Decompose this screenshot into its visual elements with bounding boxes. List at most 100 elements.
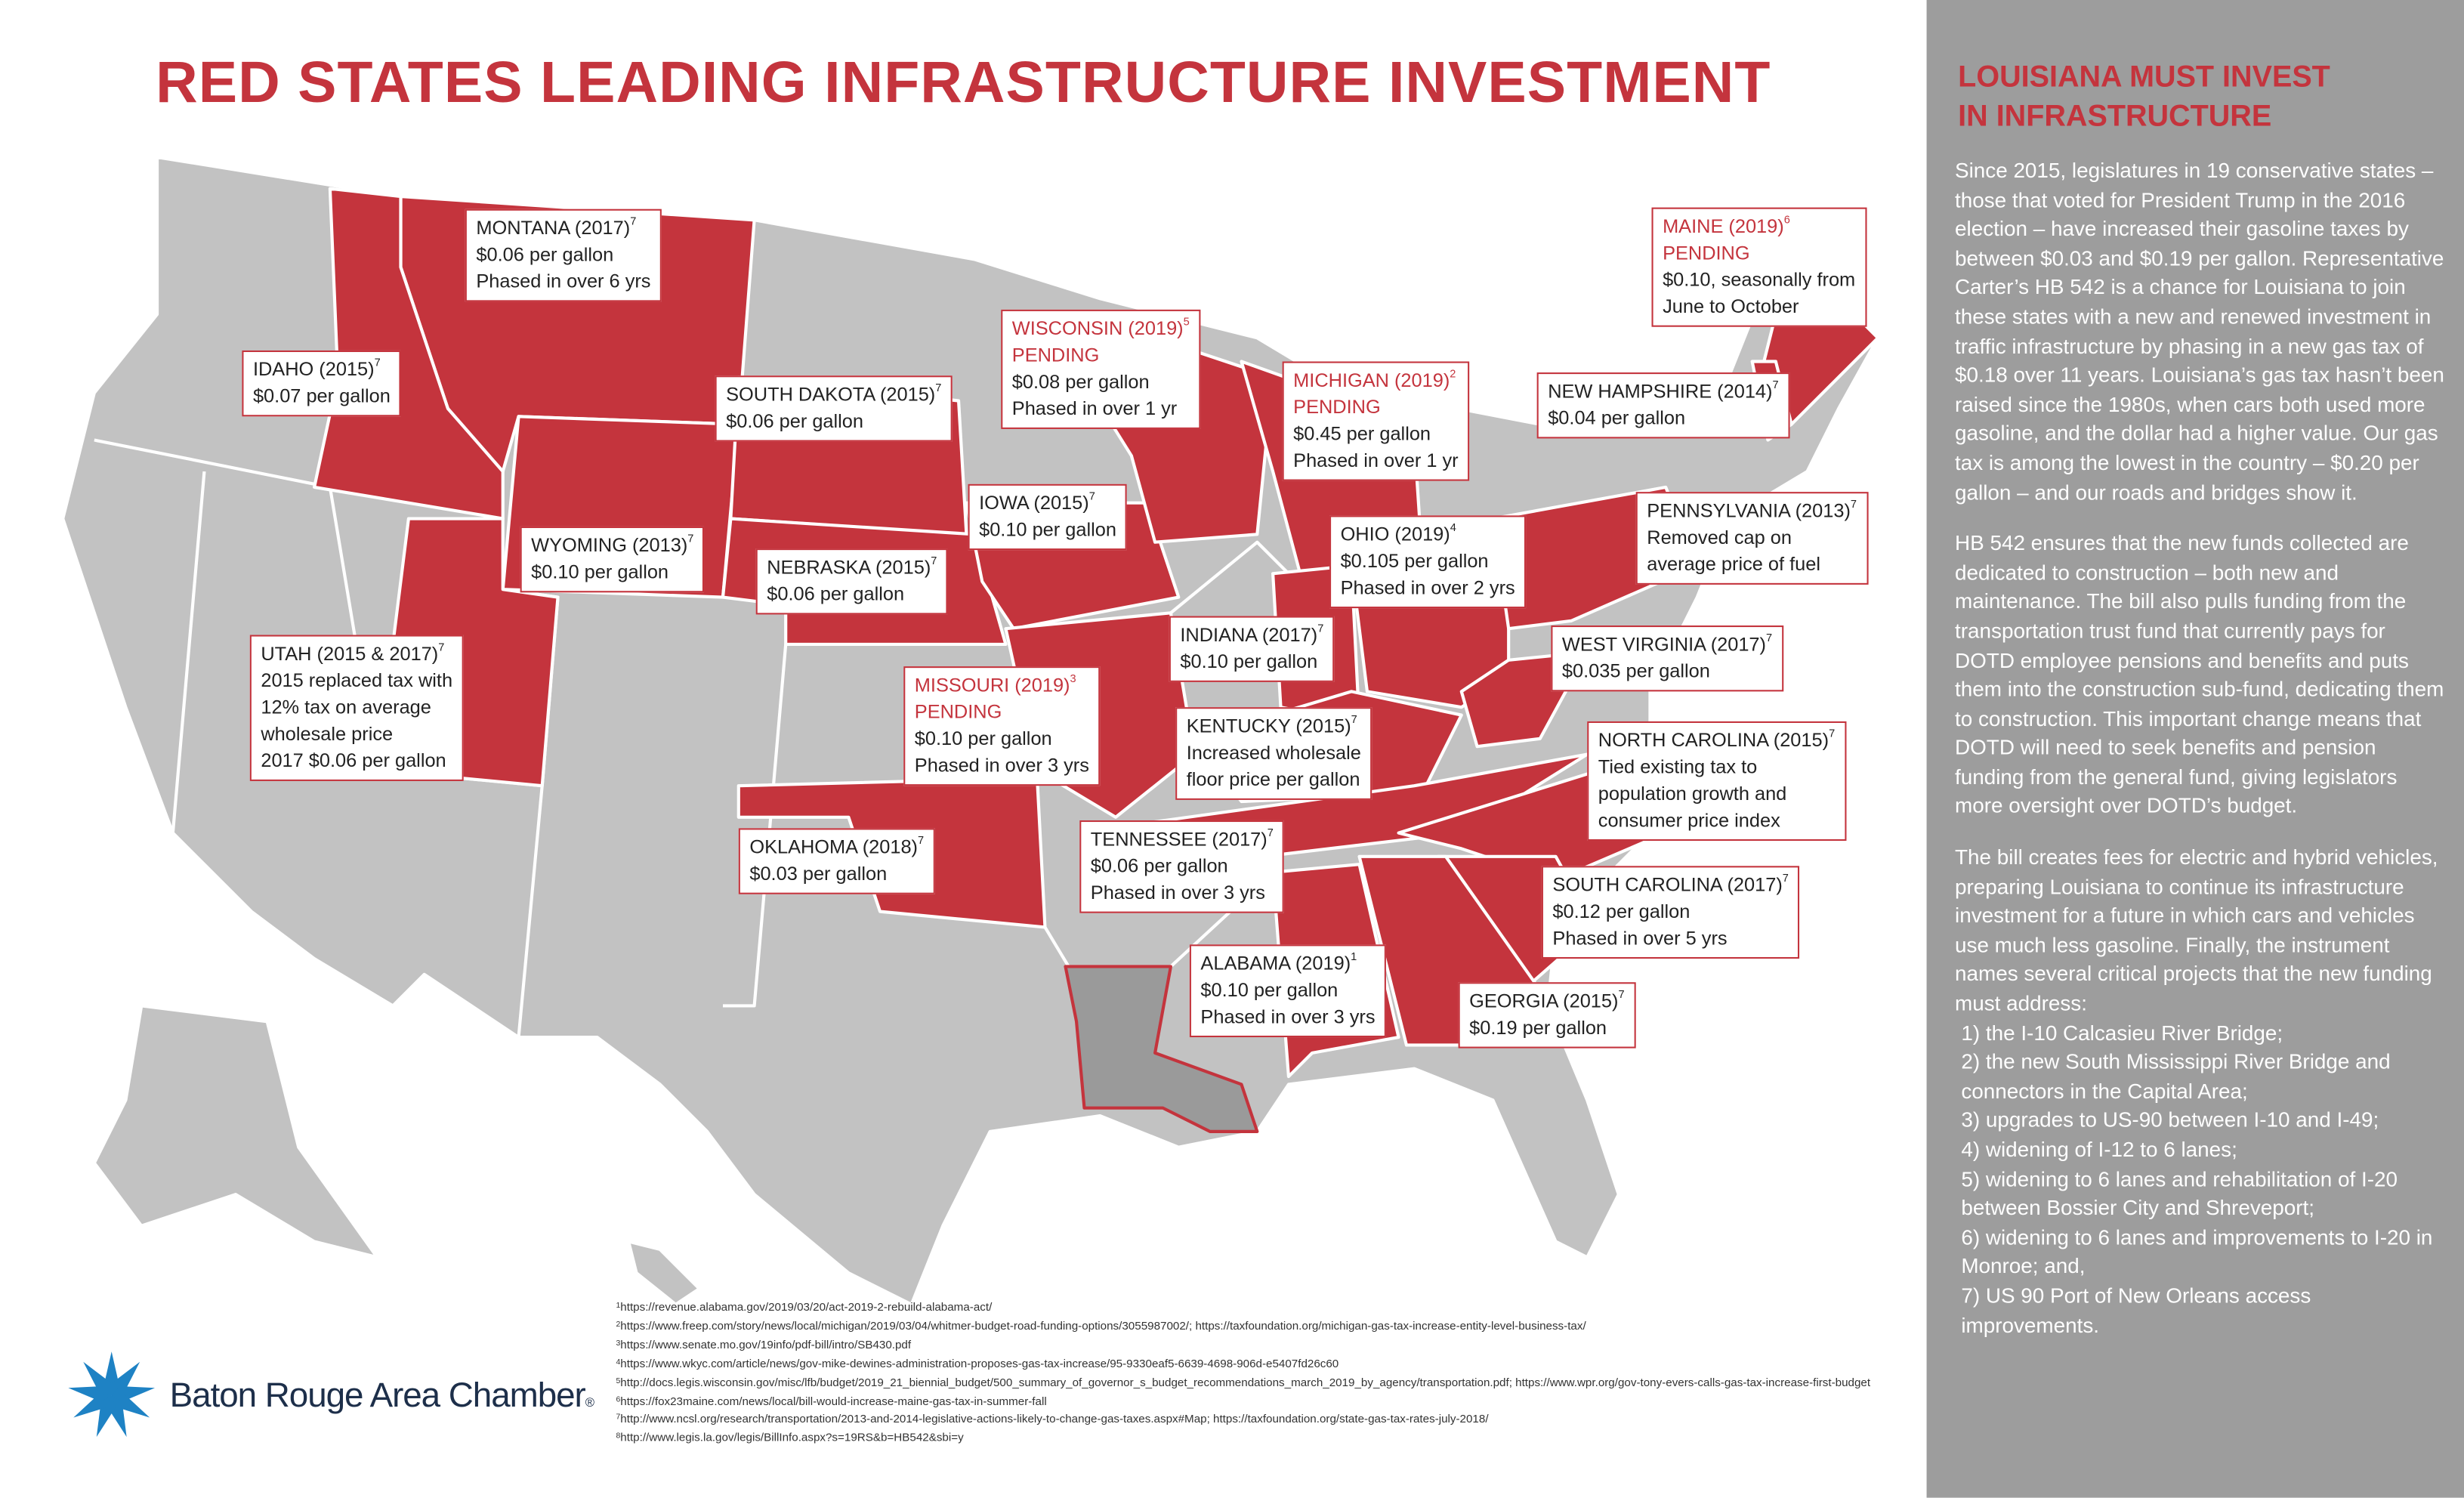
callout-line: Phased in over 2 yrs bbox=[1340, 576, 1515, 599]
footnote: 8http://www.legis.la.gov/legis/BillInfo.… bbox=[616, 1429, 1908, 1448]
footnote-ref: 7 bbox=[1618, 990, 1625, 1002]
callout-state: GEORGIA (2015)7 bbox=[1469, 989, 1624, 1015]
footnote-ref: 7 bbox=[1850, 499, 1857, 511]
callout-state: OKLAHOMA (2018)7 bbox=[749, 835, 924, 861]
callout-south-dakota: SOUTH DAKOTA (2015)7 $0.06 per gallon bbox=[715, 375, 953, 442]
callout-ohio: OHIO (2019)4 $0.105 per gallon Phased in o… bbox=[1329, 515, 1527, 609]
callout-state-name: WYOMING (2013) bbox=[531, 534, 688, 557]
sidebar-body: Since 2015, legislatures in 19 conservat… bbox=[1955, 157, 2445, 1341]
footnote-ref: 7 bbox=[1351, 715, 1357, 727]
callout-state-name: OKLAHOMA (2018) bbox=[749, 835, 919, 858]
sidebar-title-line: IN INFRASTRUCTURE bbox=[1958, 100, 2272, 134]
footnote-link[interactable]: https://www.freep.com/story/news/local/m… bbox=[620, 1318, 1586, 1333]
callout-state: ALABAMA (2019)1 bbox=[1200, 951, 1375, 978]
callout-state-name: MONTANA (2017) bbox=[476, 217, 631, 239]
callout-maine: MAINE (2019)6 PENDING $0.10, seasonally fr… bbox=[1651, 207, 1867, 327]
callout-state: NEBRASKA (2015)7 bbox=[767, 554, 937, 581]
project-item: 3) upgrades to US-90 between I-10 and I-… bbox=[1961, 1108, 2379, 1132]
project-item: 6) widening to 6 lanes and improvements … bbox=[1961, 1225, 2433, 1279]
callout-state-name: ALABAMA (2019) bbox=[1200, 952, 1351, 974]
footnote-ref: 4 bbox=[1450, 523, 1456, 535]
callout-state: KENTUCKY (2015)7 bbox=[1187, 714, 1361, 740]
callout-state-name: WISCONSIN (2019) bbox=[1011, 317, 1184, 340]
callout-state-name: NEW HAMPSHIRE (2014) bbox=[1548, 380, 1773, 403]
footnote-link[interactable]: https://www.senate.mo.gov/19info/pdf-bil… bbox=[620, 1337, 912, 1351]
footnote: 1https://revenue.alabama.gov/2019/03/20/… bbox=[616, 1298, 1908, 1317]
callout-state-name: NORTH CAROLINA (2015) bbox=[1598, 729, 1829, 752]
pending-label: PENDING bbox=[914, 700, 1002, 723]
callout-state: MONTANA (2017)7 bbox=[476, 215, 650, 242]
pending-label: PENDING bbox=[1011, 344, 1100, 366]
sidebar-title-line: LOUISIANA MUST INVEST bbox=[1958, 61, 2330, 94]
registered-mark: ® bbox=[585, 1395, 595, 1410]
footnote-ref: 7 bbox=[1772, 380, 1779, 392]
logo: Baton Rouge Area Chamber ® bbox=[60, 1348, 594, 1443]
footnote: 6https://fox23maine.com/news/local/bill-… bbox=[616, 1391, 1908, 1410]
callout-state-name: UTAH (2015 & 2017) bbox=[261, 642, 439, 666]
callout-missouri: MISSOURI (2019)3 PENDING $0.10 per gallon P… bbox=[903, 666, 1101, 786]
callout-state: MICHIGAN (2019)2 bbox=[1293, 368, 1458, 394]
state-hawaii bbox=[627, 1240, 701, 1306]
project-item: 1) the I-10 Calcasieu River Bridge; bbox=[1961, 1021, 2283, 1045]
callout-state-name: IOWA (2015) bbox=[979, 492, 1089, 514]
footnote-number: 7 bbox=[616, 1413, 621, 1423]
callout-state: OHIO (2019)4 bbox=[1341, 522, 1515, 548]
callout-line: 12% tax on average bbox=[261, 696, 431, 718]
footnote-number: 1 bbox=[616, 1301, 621, 1311]
project-item: 7) US 90 Port of New Orleans access impr… bbox=[1961, 1283, 2311, 1337]
footnote-ref: 7 bbox=[1766, 633, 1773, 644]
project-item: 5) widening to 6 lanes and rehabilitatio… bbox=[1961, 1166, 2398, 1220]
footnote-link[interactable]: https://fox23maine.com/news/local/bill-w… bbox=[620, 1393, 1047, 1408]
callout-line: Phased in over 3 yrs bbox=[914, 754, 1089, 777]
callout-state: WYOMING (2013)7 bbox=[531, 533, 693, 559]
state-border bbox=[171, 471, 206, 833]
project-item: 2) the new South Mississippi River Bridg… bbox=[1961, 1050, 2391, 1104]
footnote: 5http://docs.legis.wisconsin.gov/misc/lf… bbox=[616, 1373, 1908, 1391]
footnote-number: 4 bbox=[616, 1357, 621, 1367]
callout-state: PENNSYLVANIA (2013)7 bbox=[1647, 498, 1857, 524]
callout-state-name: PENNSYLVANIA (2013) bbox=[1647, 499, 1851, 522]
callout-georgia: GEORGIA (2015)7 $0.19 per gallon bbox=[1458, 982, 1636, 1049]
project-item: 4) widening of I-12 to 6 lanes; bbox=[1961, 1138, 2237, 1162]
footnote-ref: 2 bbox=[1450, 369, 1456, 381]
footnote-ref: 7 bbox=[630, 217, 637, 228]
callout-south-carolina: SOUTH CAROLINA (2017)7 $0.12 per gallon Ph… bbox=[1541, 866, 1800, 959]
callout-state: UTAH (2015 & 2017)7 bbox=[261, 641, 452, 668]
callout-north-carolina: NORTH CAROLINA (2015)7 Tied existing tax … bbox=[1587, 721, 1846, 842]
footnote-link[interactable]: http://www.legis.la.gov/legis/BillInfo.a… bbox=[620, 1430, 964, 1445]
footnote-link[interactable]: http://docs.legis.wisconsin.gov/misc/lfb… bbox=[620, 1374, 1871, 1389]
state-louisiana bbox=[1064, 965, 1259, 1133]
callout-line: consumer price index bbox=[1598, 809, 1780, 832]
callout-state: NEW HAMPSHIRE (2014)7 bbox=[1548, 378, 1778, 405]
footnote-ref: 7 bbox=[374, 358, 381, 369]
state-alaska bbox=[92, 1004, 379, 1259]
callout-line: $0.10 per gallon bbox=[914, 727, 1052, 750]
sidebar-title: LOUISIANA MUST INVEST IN INFRASTRUCTURE bbox=[1958, 58, 2330, 137]
footnote-number: 5 bbox=[616, 1376, 621, 1386]
footnote-ref: 7 bbox=[935, 383, 942, 395]
callout-wisconsin: WISCONSIN (2019)5 PENDING $0.08 per gallon… bbox=[1001, 309, 1201, 429]
callout-state-name: IDAHO (2015) bbox=[252, 358, 375, 381]
callout-line: $0.06 per gallon bbox=[726, 409, 864, 433]
footnote: 7http://www.ncsl.org/research/transporta… bbox=[616, 1410, 1908, 1429]
callout-line: $0.45 per gallon bbox=[1293, 422, 1431, 445]
footnote-ref: 7 bbox=[1088, 492, 1095, 503]
footnote-link[interactable]: https://www.wkyc.com/article/news/gov-mi… bbox=[620, 1355, 1339, 1370]
footnote-link[interactable]: http://www.ncsl.org/research/transportat… bbox=[620, 1412, 1489, 1426]
callout-state: NORTH CAROLINA (2015)7 bbox=[1598, 727, 1835, 754]
callout-line: wholesale price bbox=[261, 722, 394, 746]
footnote-link[interactable]: https://revenue.alabama.gov/2019/03/20/a… bbox=[620, 1299, 993, 1314]
footnote-number: 3 bbox=[616, 1339, 621, 1348]
callout-utah: UTAH (2015 & 2017)7 2015 replaced tax wit… bbox=[249, 635, 464, 781]
footnote-ref: 1 bbox=[1351, 952, 1357, 964]
paragraph: HB 542 ensures that the new funds collec… bbox=[1955, 531, 2444, 818]
footnote: 4https://www.wkyc.com/article/news/gov-m… bbox=[616, 1354, 1908, 1373]
callout-state: MISSOURI (2019)3 bbox=[915, 672, 1089, 699]
footnote-number: 8 bbox=[616, 1432, 621, 1442]
state-border bbox=[517, 786, 544, 1038]
callout-state: TENNESSEE (2017)7 bbox=[1091, 826, 1274, 853]
callout-line: $0.035 per gallon bbox=[1561, 659, 1710, 682]
callout-line: $0.10 per gallon bbox=[1180, 650, 1318, 673]
footnote-ref: 7 bbox=[438, 642, 445, 654]
